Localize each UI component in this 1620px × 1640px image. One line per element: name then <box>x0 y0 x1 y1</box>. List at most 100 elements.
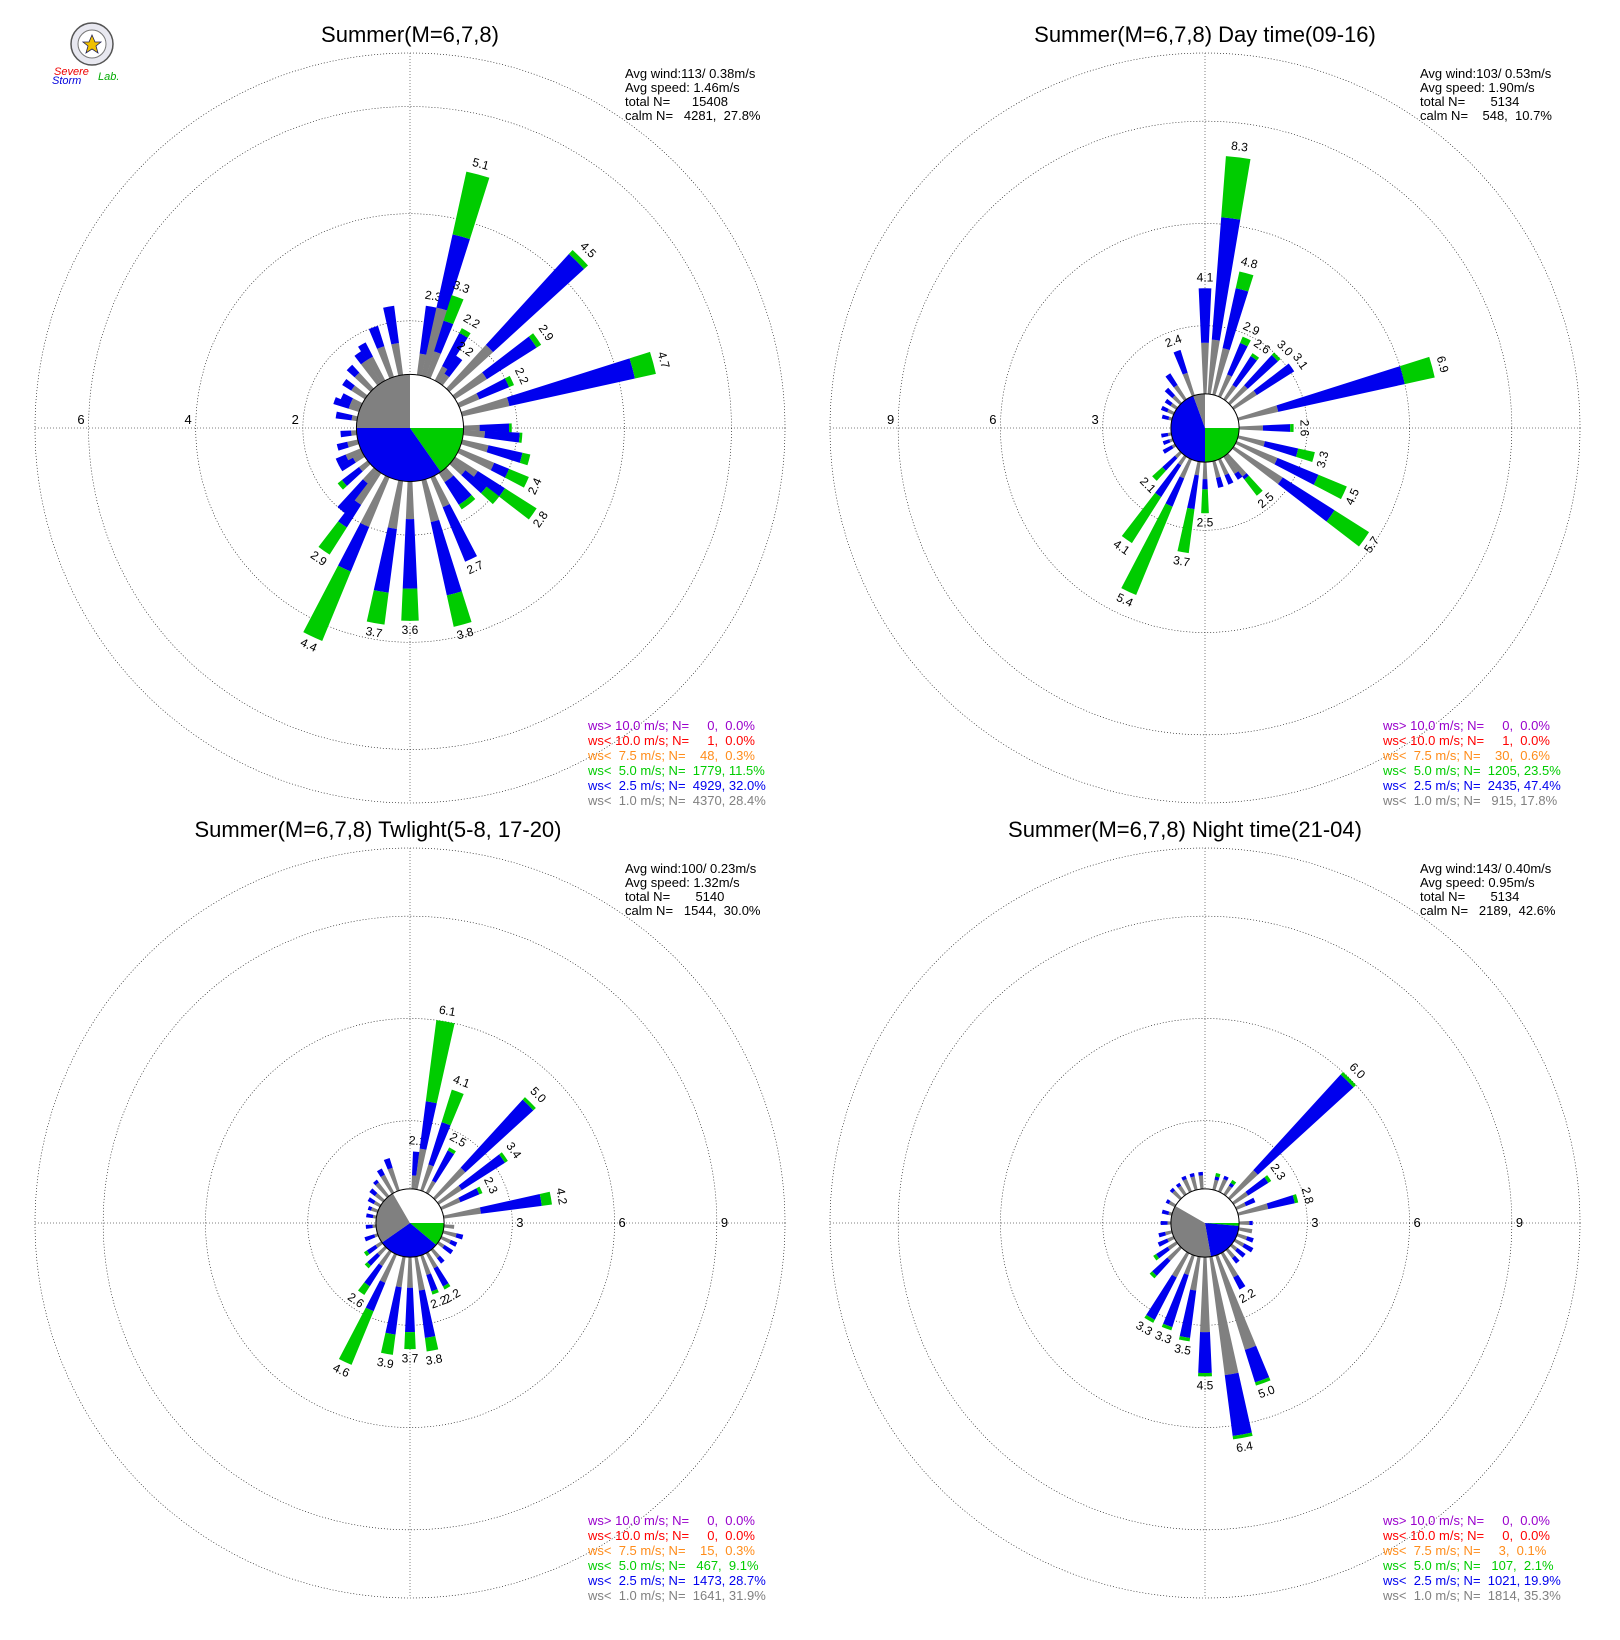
bar-label: 5.0 <box>1256 1382 1277 1401</box>
bar-segment <box>1236 1233 1248 1241</box>
bar-segment <box>434 366 448 383</box>
bar-segment <box>1227 342 1248 377</box>
bar-segment <box>442 1283 451 1290</box>
bar-segment <box>443 1207 481 1219</box>
bar-label: 4.2 <box>553 1187 570 1206</box>
bar-segment <box>364 1263 383 1287</box>
logo-severe: Severe <box>54 66 89 78</box>
bar-segment <box>416 353 427 376</box>
panel-title: Summer(M=6,7,8) Night time(21-04) <box>1008 817 1362 842</box>
bar-segment <box>1244 1197 1256 1207</box>
bar-segment <box>1290 423 1294 433</box>
bar-segment <box>1187 474 1199 510</box>
bar-segment <box>1198 288 1212 343</box>
bar-segment <box>376 1168 385 1178</box>
calm-sector <box>1205 1223 1240 1226</box>
bar-segment <box>414 1148 427 1190</box>
bar-segment <box>465 495 476 505</box>
legend-entry: ws< 7.5 m/s; N= 48, 0.3% <box>587 748 755 763</box>
bar-segment <box>1215 476 1224 488</box>
ring-label: 2 <box>292 412 299 427</box>
bar-segment <box>1277 477 1335 522</box>
bar-segment <box>350 398 363 408</box>
bar-segment <box>374 1193 385 1203</box>
logo-storm: Storm <box>52 75 81 87</box>
bar-segment <box>441 1089 464 1126</box>
bar-segment <box>1149 1271 1157 1279</box>
bar-label: 4.1 <box>1197 270 1214 284</box>
bar-segment <box>434 320 454 354</box>
bar-segment <box>1233 1274 1246 1290</box>
bar-segment <box>446 591 472 627</box>
bar-segment <box>1223 1175 1229 1181</box>
bar-segment <box>509 423 512 433</box>
bar-segment <box>1245 1177 1269 1196</box>
bar-segment <box>1165 476 1185 507</box>
bar-segment <box>1194 461 1201 476</box>
bar-label: 5.1 <box>471 155 491 173</box>
bar-segment <box>404 1331 416 1350</box>
bar-segment <box>1212 348 1230 396</box>
bar-segment <box>354 470 382 505</box>
bar-label: 2.5 <box>1197 515 1214 529</box>
bar-segment <box>1211 217 1241 341</box>
bar-segment <box>1198 1331 1212 1373</box>
bar-segment <box>1174 450 1183 459</box>
bar-label: 3.5 <box>1173 1341 1192 1358</box>
bar-label: 3.7 <box>365 624 384 641</box>
bar-segment <box>485 253 585 353</box>
bar-segment <box>1162 455 1178 471</box>
windrose-panel-1: 2462.35.13.32.22.24.52.92.24.72.42.82.73… <box>34 22 786 808</box>
bar-segment <box>1232 1432 1253 1440</box>
bar-segment <box>1249 1220 1253 1226</box>
bar-segment <box>1189 1173 1195 1178</box>
bar-segment <box>375 1241 383 1248</box>
bar-segment <box>1230 1179 1237 1186</box>
bar-segment <box>426 351 441 379</box>
bar-segment <box>568 249 589 270</box>
ring-label: 3 <box>1311 1215 1318 1230</box>
legend-entry: ws< 5.0 m/s; N= 467, 9.1% <box>587 1558 759 1573</box>
bar-segment <box>1225 1248 1235 1259</box>
calm-sector <box>1170 395 1205 463</box>
bar-segment <box>366 590 389 625</box>
bar-segment <box>363 1250 370 1257</box>
bar-segment <box>414 1256 425 1291</box>
calm-sector <box>410 374 464 428</box>
bar-segment <box>378 1250 392 1267</box>
bar-segment <box>425 1251 438 1269</box>
bar-segment <box>1239 1220 1250 1226</box>
stat-line: calm N= 548, 10.7% <box>1420 108 1552 123</box>
bar-segment <box>1274 457 1319 485</box>
bar-segment <box>373 527 397 593</box>
bar-label: 2.8 <box>1299 1186 1317 1206</box>
legend-entry: ws< 7.5 m/s; N= 3, 0.1% <box>1382 1543 1547 1558</box>
bar-segment <box>1232 446 1283 485</box>
outer-ring <box>829 52 1581 804</box>
bar-segment <box>341 467 363 487</box>
bar-segment <box>391 342 404 376</box>
bar-segment <box>444 478 466 505</box>
bar-segment <box>380 1332 396 1355</box>
legend-entry: ws> 10.0 m/s; N= 0, 0.0% <box>587 1513 755 1528</box>
bar-segment <box>458 1188 480 1203</box>
bar-segment <box>473 471 505 497</box>
legend-entry: ws< 2.5 m/s; N= 1473, 28.7% <box>587 1573 766 1588</box>
bar-segment <box>461 397 510 417</box>
ring-label: 3 <box>516 1215 523 1230</box>
bar-segment <box>370 1207 379 1213</box>
bar-segment <box>1225 453 1247 477</box>
bar-segment <box>458 1154 505 1191</box>
bar-segment <box>424 1336 439 1352</box>
bar-segment <box>1155 463 1182 498</box>
bar-segment <box>364 1262 371 1269</box>
bar-segment <box>1182 372 1195 397</box>
calm-sector <box>1193 393 1205 428</box>
bar-segment <box>368 325 385 349</box>
bar-segment <box>1165 373 1178 388</box>
bar-segment <box>522 1097 536 1111</box>
bar-segment <box>411 1151 420 1176</box>
legend-entry: ws< 10.0 m/s; N= 1, 0.0% <box>1382 733 1550 748</box>
bar-segment <box>362 467 378 484</box>
